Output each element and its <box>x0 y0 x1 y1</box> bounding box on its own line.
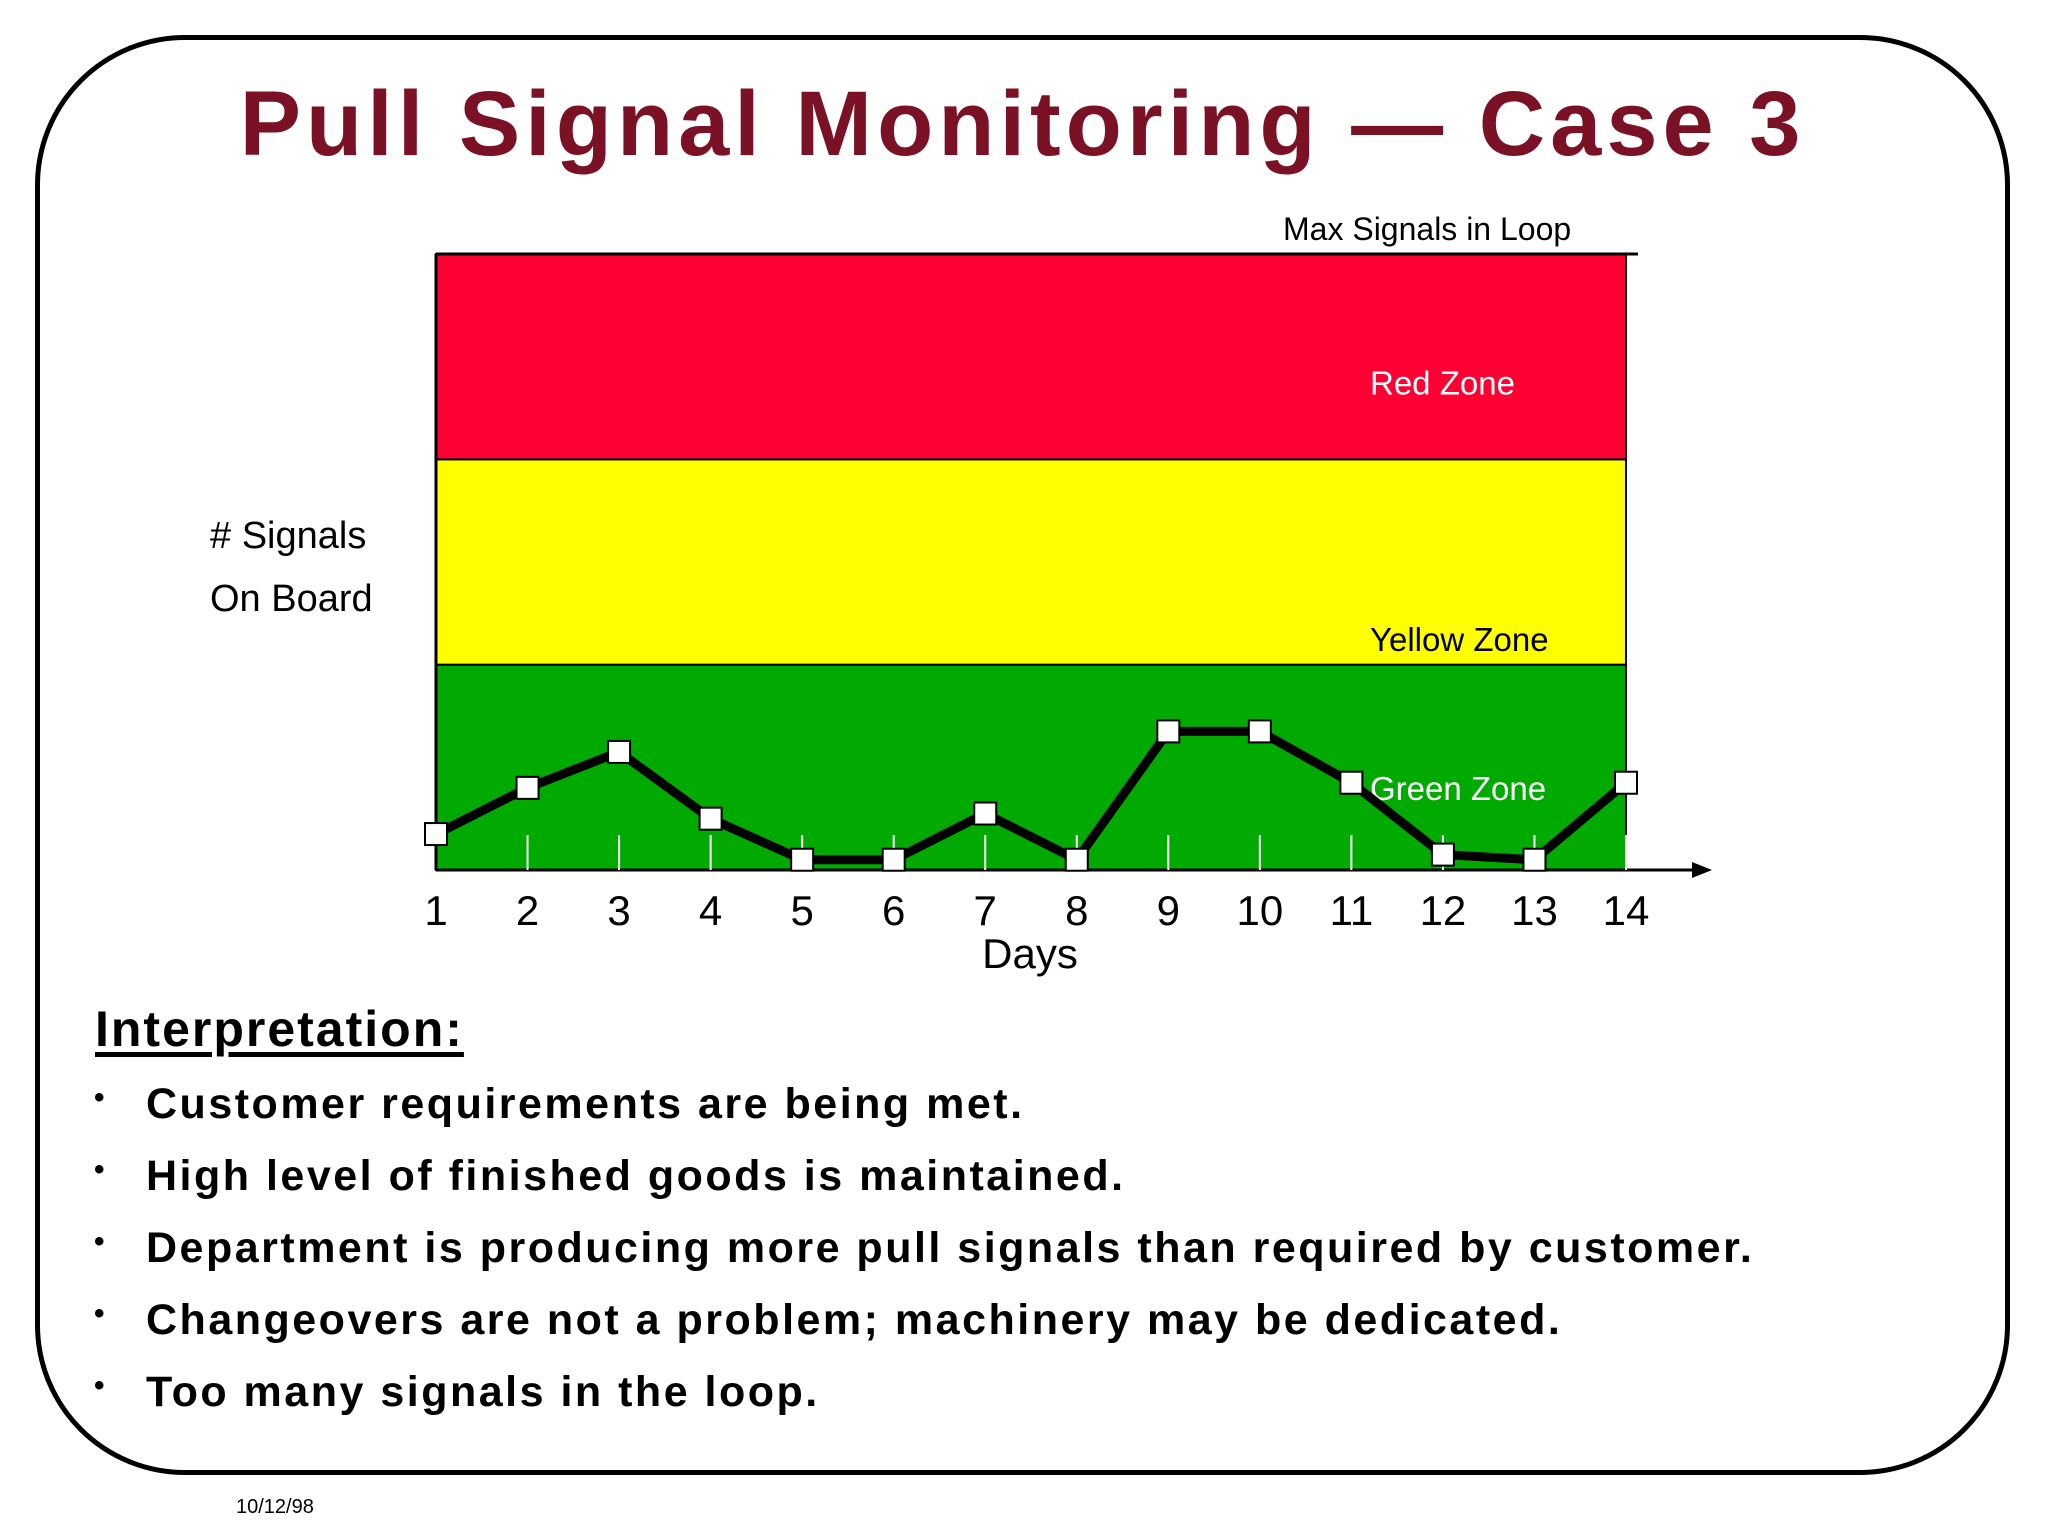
x-tick-label: 2 <box>516 887 539 934</box>
interpretation-bullet: • High level of finished goods is maintai… <box>90 1140 1754 1212</box>
data-point <box>790 847 815 872</box>
data-point <box>515 775 540 800</box>
x-tick-label: 10 <box>1236 887 1283 934</box>
max-signals-label: Max Signals in Loop <box>1283 211 1571 247</box>
x-tick-label: 13 <box>1511 887 1558 934</box>
data-point <box>1614 770 1638 795</box>
x-tick-label: 1 <box>424 887 447 934</box>
interpretation-bullet: • Customer requirements are being met. <box>90 1068 1754 1140</box>
x-tick-label: 8 <box>1065 887 1088 934</box>
y-axis-label: On Board <box>210 578 373 620</box>
data-point <box>1064 847 1089 872</box>
bullet-dot-icon: • <box>94 1297 108 1330</box>
zone-label: Red Zone <box>1370 364 1515 401</box>
x-tick-label: 12 <box>1420 887 1467 934</box>
bullet-text: Changeovers are not a problem; machinery… <box>146 1296 1563 1344</box>
x-tick-label: 6 <box>882 887 905 934</box>
data-point <box>881 847 906 872</box>
pull-signal-chart: Green Zone Yellow Zone Red Zone Max Signals… <box>210 211 1712 977</box>
x-tick-label: 7 <box>974 887 997 934</box>
data-point <box>424 822 448 847</box>
zone-band <box>435 458 1627 666</box>
data-point <box>1522 847 1547 872</box>
interpretation-heading: Interpretation: <box>95 1001 464 1057</box>
x-tick-label: 9 <box>1157 887 1180 934</box>
data-point <box>1247 719 1272 744</box>
bullet-dot-icon: • <box>94 1153 108 1186</box>
bullet-text: High level of finished goods is maintain… <box>146 1152 1126 1200</box>
footer-date: 10/12/98 <box>236 1496 314 1518</box>
data-point <box>698 806 723 831</box>
data-point <box>607 739 632 764</box>
x-tick-label: 11 <box>1330 887 1374 934</box>
y-axis-label: # Signals <box>210 515 366 557</box>
x-tick-label: 4 <box>699 887 722 934</box>
x-tick-label: 3 <box>607 887 630 934</box>
bullet-dot-icon: • <box>94 1081 108 1114</box>
bullet-text: Too many signals in the loop. <box>146 1368 820 1416</box>
series-line <box>433 726 1629 866</box>
x-tick-label: 5 <box>790 887 813 934</box>
x-axis-label: Days <box>982 930 1078 977</box>
data-point <box>973 801 998 826</box>
interpretation-bullet: • Too many signals in the loop. <box>90 1356 1754 1428</box>
bullet-text: Customer requirements are being met. <box>146 1080 1025 1128</box>
bullet-dot-icon: • <box>94 1369 108 1402</box>
bullet-text: Department is producing more pull signal… <box>146 1224 1755 1272</box>
data-point <box>1156 719 1181 744</box>
interpretation-list: • Customer requirements are being met. • H… <box>90 1068 1754 1428</box>
zone-band <box>435 253 1627 461</box>
zone-label: Green Zone <box>1370 770 1546 807</box>
zone-label: Yellow Zone <box>1370 621 1549 658</box>
x-tick-label: 14 <box>1603 887 1650 934</box>
bullet-dot-icon: • <box>94 1225 108 1258</box>
slide-title: Pull Signal Monitoring — Case 3 <box>239 73 1806 175</box>
interpretation-bullet: • Department is producing more pull signa… <box>90 1212 1754 1284</box>
x-axis-arrow-icon <box>1692 862 1712 878</box>
interpretation-bullet: • Changeovers are not a problem; machiner… <box>90 1284 1754 1356</box>
data-point <box>1430 842 1455 867</box>
data-point <box>1339 770 1364 795</box>
